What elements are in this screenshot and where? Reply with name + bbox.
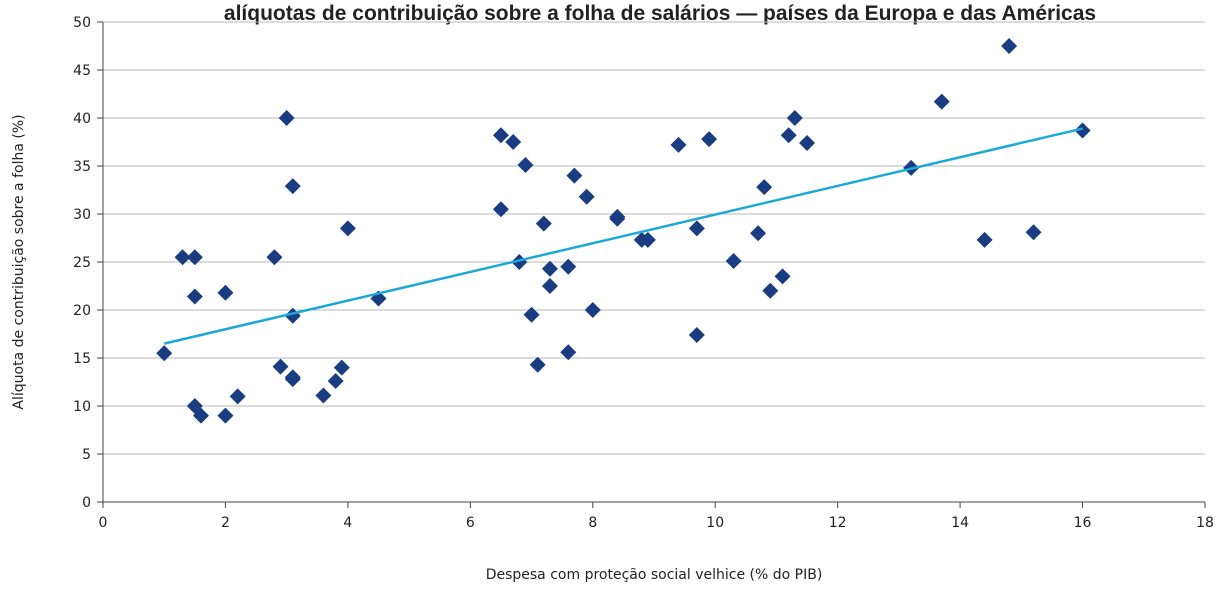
point: [523, 306, 540, 323]
y-tick-label: 15: [73, 351, 91, 367]
y-tick-label: 50: [73, 15, 91, 31]
point: [266, 249, 283, 266]
y-tick-label: 20: [73, 303, 91, 319]
point: [762, 282, 779, 299]
point: [541, 278, 558, 294]
point: [284, 369, 301, 386]
x-tick-label: 12: [829, 515, 847, 531]
point: [541, 260, 558, 277]
point: [584, 302, 601, 318]
point: [217, 407, 234, 424]
point: [192, 407, 209, 424]
point: [1074, 122, 1091, 139]
point: [217, 284, 234, 301]
point: [186, 288, 203, 305]
point: [186, 249, 203, 266]
x-tick-label: 6: [466, 515, 475, 531]
y-tick-label: 0: [82, 495, 91, 511]
x-axis-label: Despesa com proteção social velhice (% d…: [486, 567, 823, 583]
x-tick-label: 18: [1196, 515, 1214, 531]
point: [505, 134, 522, 150]
point: [333, 359, 350, 376]
point: [933, 93, 950, 110]
x-tick-label: 8: [588, 515, 597, 531]
x-tick-label: 2: [221, 515, 230, 531]
point: [511, 254, 528, 270]
point: [799, 134, 816, 151]
point: [1001, 38, 1018, 54]
y-tick-label: 25: [73, 255, 91, 271]
point: [272, 358, 289, 375]
point: [725, 253, 742, 270]
point: [492, 127, 509, 144]
point: [639, 231, 656, 248]
point: [701, 131, 718, 148]
point: [339, 220, 356, 237]
trend-line: [163, 127, 1083, 345]
y-tick-label: 30: [73, 207, 91, 223]
x-tick-label: 10: [706, 515, 724, 531]
point: [609, 210, 626, 227]
y-tick-label: 10: [73, 399, 91, 415]
point: [517, 157, 534, 174]
point: [284, 178, 301, 195]
y-tick-label: 5: [82, 447, 91, 463]
point: [315, 387, 332, 404]
point: [774, 268, 791, 285]
point: [786, 110, 803, 126]
point: [670, 136, 687, 153]
point: [560, 258, 577, 275]
point: [492, 201, 509, 218]
point: [688, 326, 705, 343]
point: [327, 373, 344, 390]
point: [529, 356, 546, 373]
x-tick-label: 16: [1074, 515, 1092, 531]
y-tick-label: 45: [73, 63, 91, 79]
x-tick-label: 14: [951, 515, 969, 531]
point: [566, 167, 583, 184]
point: [750, 225, 767, 242]
x-tick-label: 0: [99, 515, 108, 531]
chart-title: alíquotas de contribuição sobre a folha …: [224, 2, 1096, 25]
point: [560, 344, 577, 361]
point: [229, 388, 246, 405]
point: [1025, 224, 1042, 241]
point: [156, 345, 173, 362]
point: [278, 110, 295, 126]
point: [976, 231, 993, 248]
y-tick-label: 40: [73, 111, 91, 127]
x-tick-label: 4: [343, 515, 352, 531]
point: [535, 215, 552, 232]
point: [756, 179, 773, 196]
point: [174, 249, 191, 266]
point: [688, 220, 705, 237]
point: [780, 127, 797, 144]
y-axis-label: Alíquota de contribuição sobre a folha (…: [11, 114, 27, 409]
y-tick-label: 35: [73, 159, 91, 175]
point: [578, 188, 595, 205]
